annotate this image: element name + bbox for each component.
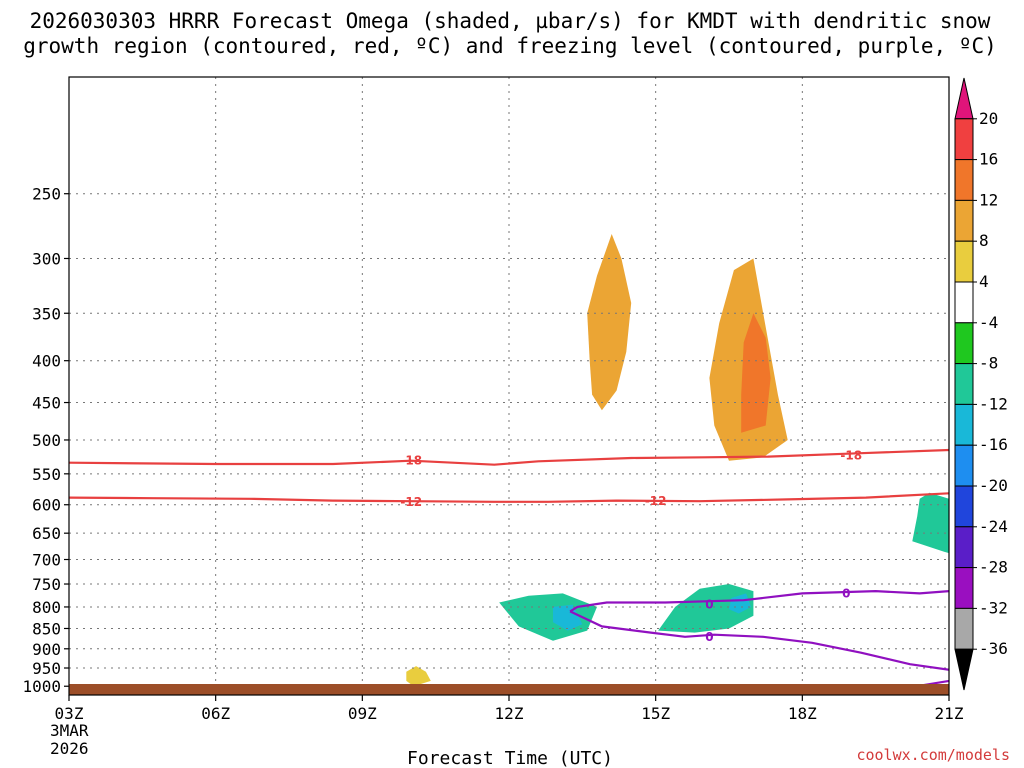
x-tick-label: 12Z (495, 704, 524, 723)
credit-label: coolwx.com/models (856, 746, 1010, 764)
y-tick-label: 400 (32, 352, 61, 371)
date-label-year: 2026 (50, 739, 89, 758)
colorbar-label: -12 (979, 394, 1008, 413)
isotherm-line-0 (69, 448, 949, 466)
y-axis-ticks: 250 300 350 400 450 500 550 600 650 700 750 800 850 9… (22, 185, 69, 696)
colorbar-cap-bottom (954, 648, 974, 691)
colorbar-swatch (954, 403, 974, 446)
colorbar-swatch (954, 363, 974, 405)
colorbar-label: -28 (979, 558, 1008, 577)
colorbar-swatch (954, 240, 974, 283)
colorbar-swatch (954, 322, 974, 365)
freezing-level-line (569, 589, 949, 613)
omega-region-4 (912, 492, 949, 554)
y-tick-label: 950 (32, 659, 61, 678)
grid-lines (69, 77, 949, 695)
chart-title-line1: 2026030303 HRRR Forecast Omega (shaded, … (30, 9, 991, 33)
x-tick-label: 03Z (55, 704, 84, 723)
colorbar-label: 16 (979, 150, 998, 169)
isotherm-label-0-1: -18 (840, 448, 862, 462)
y-tick-label: 550 (32, 465, 61, 484)
chart-title-line2: growth region (contoured, red, ºC) and f… (23, 34, 997, 58)
omega-region-10 (729, 593, 751, 614)
ground-strip (69, 684, 949, 695)
freezing-level-label-2: 0 (705, 630, 713, 644)
isotherm-label-1-0: -12 (400, 495, 422, 509)
omega-region-9 (553, 604, 583, 631)
colorbar-swatch (954, 607, 974, 650)
colorbar-swatch (954, 485, 974, 528)
colorbar-swatch (954, 281, 974, 324)
x-tick-label: 06Z (201, 704, 230, 723)
date-label-month: 3MAR (50, 721, 89, 740)
colorbar-label: -20 (979, 476, 1008, 495)
colorbar-label: 12 (979, 190, 998, 209)
y-tick-label: 350 (32, 304, 61, 323)
omega-region-6 (658, 584, 754, 633)
y-tick-label: 750 (32, 575, 61, 594)
y-tick-label: 700 (32, 551, 61, 570)
colorbar-swatch (954, 159, 974, 201)
y-tick-label: 300 (32, 249, 61, 268)
x-tick-label: 15Z (641, 704, 670, 723)
y-tick-label: 850 (32, 619, 61, 638)
y-tick-label: 900 (32, 640, 61, 659)
colorbar-label: 20 (979, 109, 998, 128)
freezing-level-label-1: 0 (842, 586, 850, 600)
x-tick-label: 21Z (935, 704, 964, 723)
colorbar-label: 8 (979, 231, 989, 250)
colorbar-label: -32 (979, 598, 1008, 617)
y-tick-label: 600 (32, 496, 61, 515)
colorbar: 20 16 12 8 4 -4 -8 -12 -16 -20 -24 -28 -32 -36 (954, 77, 1008, 691)
colorbar-label: -16 (979, 435, 1008, 454)
colorbar-swatch (954, 118, 974, 161)
colorbar-swatch (954, 199, 974, 242)
y-tick-label: 800 (32, 598, 61, 617)
colorbar-swatch (954, 444, 974, 487)
isotherm-label-0-0: -18 (400, 454, 422, 468)
y-tick-label: 1000 (22, 677, 61, 696)
colorbar-swatch (954, 567, 974, 609)
x-tick-label: 09Z (348, 704, 377, 723)
y-tick-label: 450 (32, 394, 61, 413)
colorbar-label: -4 (979, 313, 998, 332)
colorbar-label: -8 (979, 354, 998, 373)
colorbar-label: -36 (979, 639, 1008, 658)
colorbar-label: 4 (979, 272, 989, 291)
x-axis-label: Forecast Time (UTC) (407, 748, 613, 768)
y-tick-label: 500 (32, 431, 61, 450)
y-tick-label: 650 (32, 524, 61, 543)
omega-region-3 (406, 666, 431, 687)
y-tick-label: 250 (32, 185, 61, 204)
colorbar-label: -24 (979, 517, 1008, 536)
freezing-level-label-0: 0 (705, 598, 713, 612)
x-tick-label: 18Z (788, 704, 817, 723)
colorbar-swatch (954, 526, 974, 569)
x-axis-ticks: 03Z 06Z 09Z 12Z 15Z 18Z 21Z (55, 695, 964, 723)
omega-region-0 (587, 234, 632, 411)
isotherm-label-1-1: -12 (645, 494, 667, 508)
isotherm-line-1 (69, 492, 949, 503)
